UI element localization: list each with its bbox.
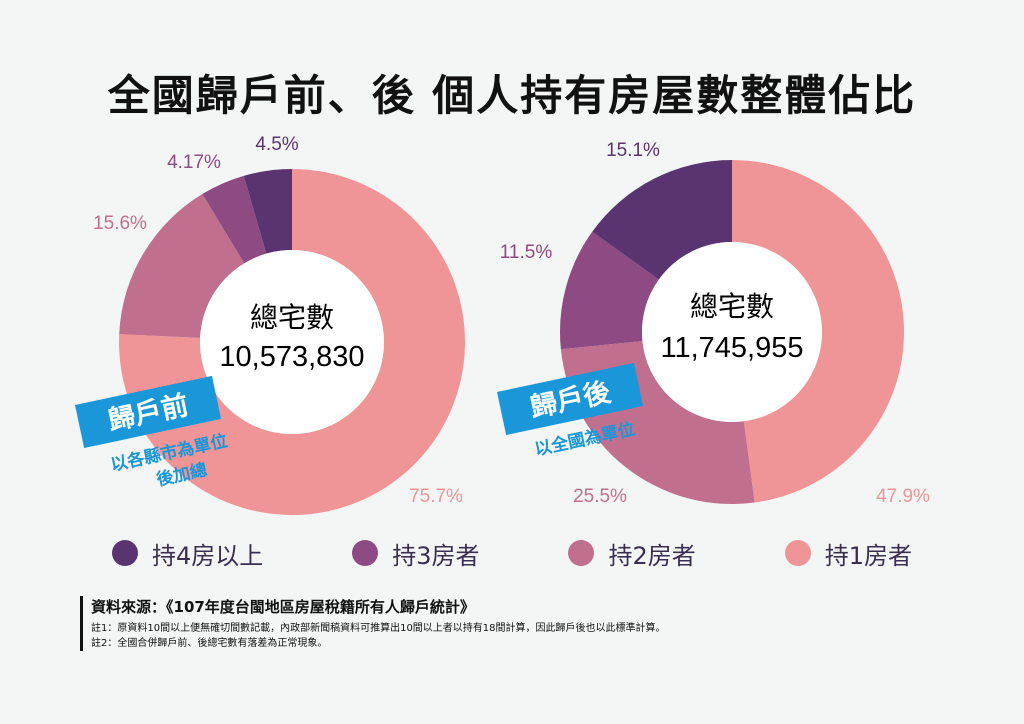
tag-after-box	[497, 362, 644, 436]
tag-before-box	[75, 375, 222, 449]
before-slice-2rooms	[119, 194, 245, 338]
legend-swatch-3rooms	[352, 540, 379, 566]
before-slice-3rooms	[202, 175, 267, 264]
note-2: 註2：全國合併歸戶前、後總宅數有落差為正常現象。	[91, 638, 328, 649]
center-value-after: 11,745,955	[661, 332, 804, 364]
legend-swatch-1room	[784, 540, 811, 566]
legend-swatch-2rooms	[568, 540, 595, 566]
page-title: 全國歸戶前、後 個人持有房屋數整體佔比	[107, 71, 917, 120]
before-donut-hole	[200, 250, 384, 434]
pct-after-3rooms: 11.5%	[500, 242, 553, 263]
center-label-before: 總宅數	[250, 301, 334, 334]
center-value-before: 10,573,830	[219, 341, 364, 373]
pct-after-2rooms: 25.5%	[573, 486, 627, 507]
legend: 持4房以上 持3房者 持2房者 持1房者	[112, 533, 912, 573]
after-slice-3rooms	[560, 231, 659, 350]
legend-label-3rooms: 持3房者	[392, 541, 480, 570]
tag-before: 歸戶前 以各縣市為單位 後加總	[75, 375, 229, 490]
legend-item-4plus: 持4房以上	[112, 536, 263, 571]
pct-after-1room: 47.9%	[876, 486, 930, 507]
center-label-after: 總宅數	[690, 290, 774, 323]
after-donut-hole	[642, 242, 822, 422]
pct-before-2rooms: 15.6%	[93, 213, 147, 234]
pct-before-4plus: 4.5%	[255, 134, 298, 155]
legend-item-1room: 持1房者	[784, 536, 912, 571]
before-slice-1room	[119, 169, 465, 515]
after-slice-1room	[732, 160, 905, 503]
legend-label-2rooms: 持2房者	[608, 541, 696, 570]
before-slice-4plus	[243, 169, 292, 254]
source-citation: 資料來源：《107年度台閩地區房屋稅籍所有人歸戶統計》	[91, 598, 475, 616]
legend-item-3rooms: 持3房者	[352, 536, 480, 571]
legend-swatch-4plus	[112, 540, 138, 566]
after-slice-4plus	[592, 160, 732, 280]
pct-after-4plus: 15.1%	[606, 140, 660, 161]
legend-label-4plus: 持4房以上	[152, 541, 264, 570]
pct-before-1room: 75.7%	[409, 486, 463, 507]
legend-item-2rooms: 持2房者	[568, 536, 696, 571]
footer: 資料來源：《107年度台閩地區房屋稅籍所有人歸戶統計》 註1：原資料10間以上便…	[80, 596, 951, 651]
legend-label-1room: 持1房者	[824, 541, 912, 570]
note-1: 註1：原資料10間以上便無確切間數記載，內政部新聞稿資料可推算出10間以上者以持…	[91, 623, 666, 634]
pct-before-3rooms: 4.17%	[167, 152, 221, 173]
donut-before	[119, 169, 465, 515]
